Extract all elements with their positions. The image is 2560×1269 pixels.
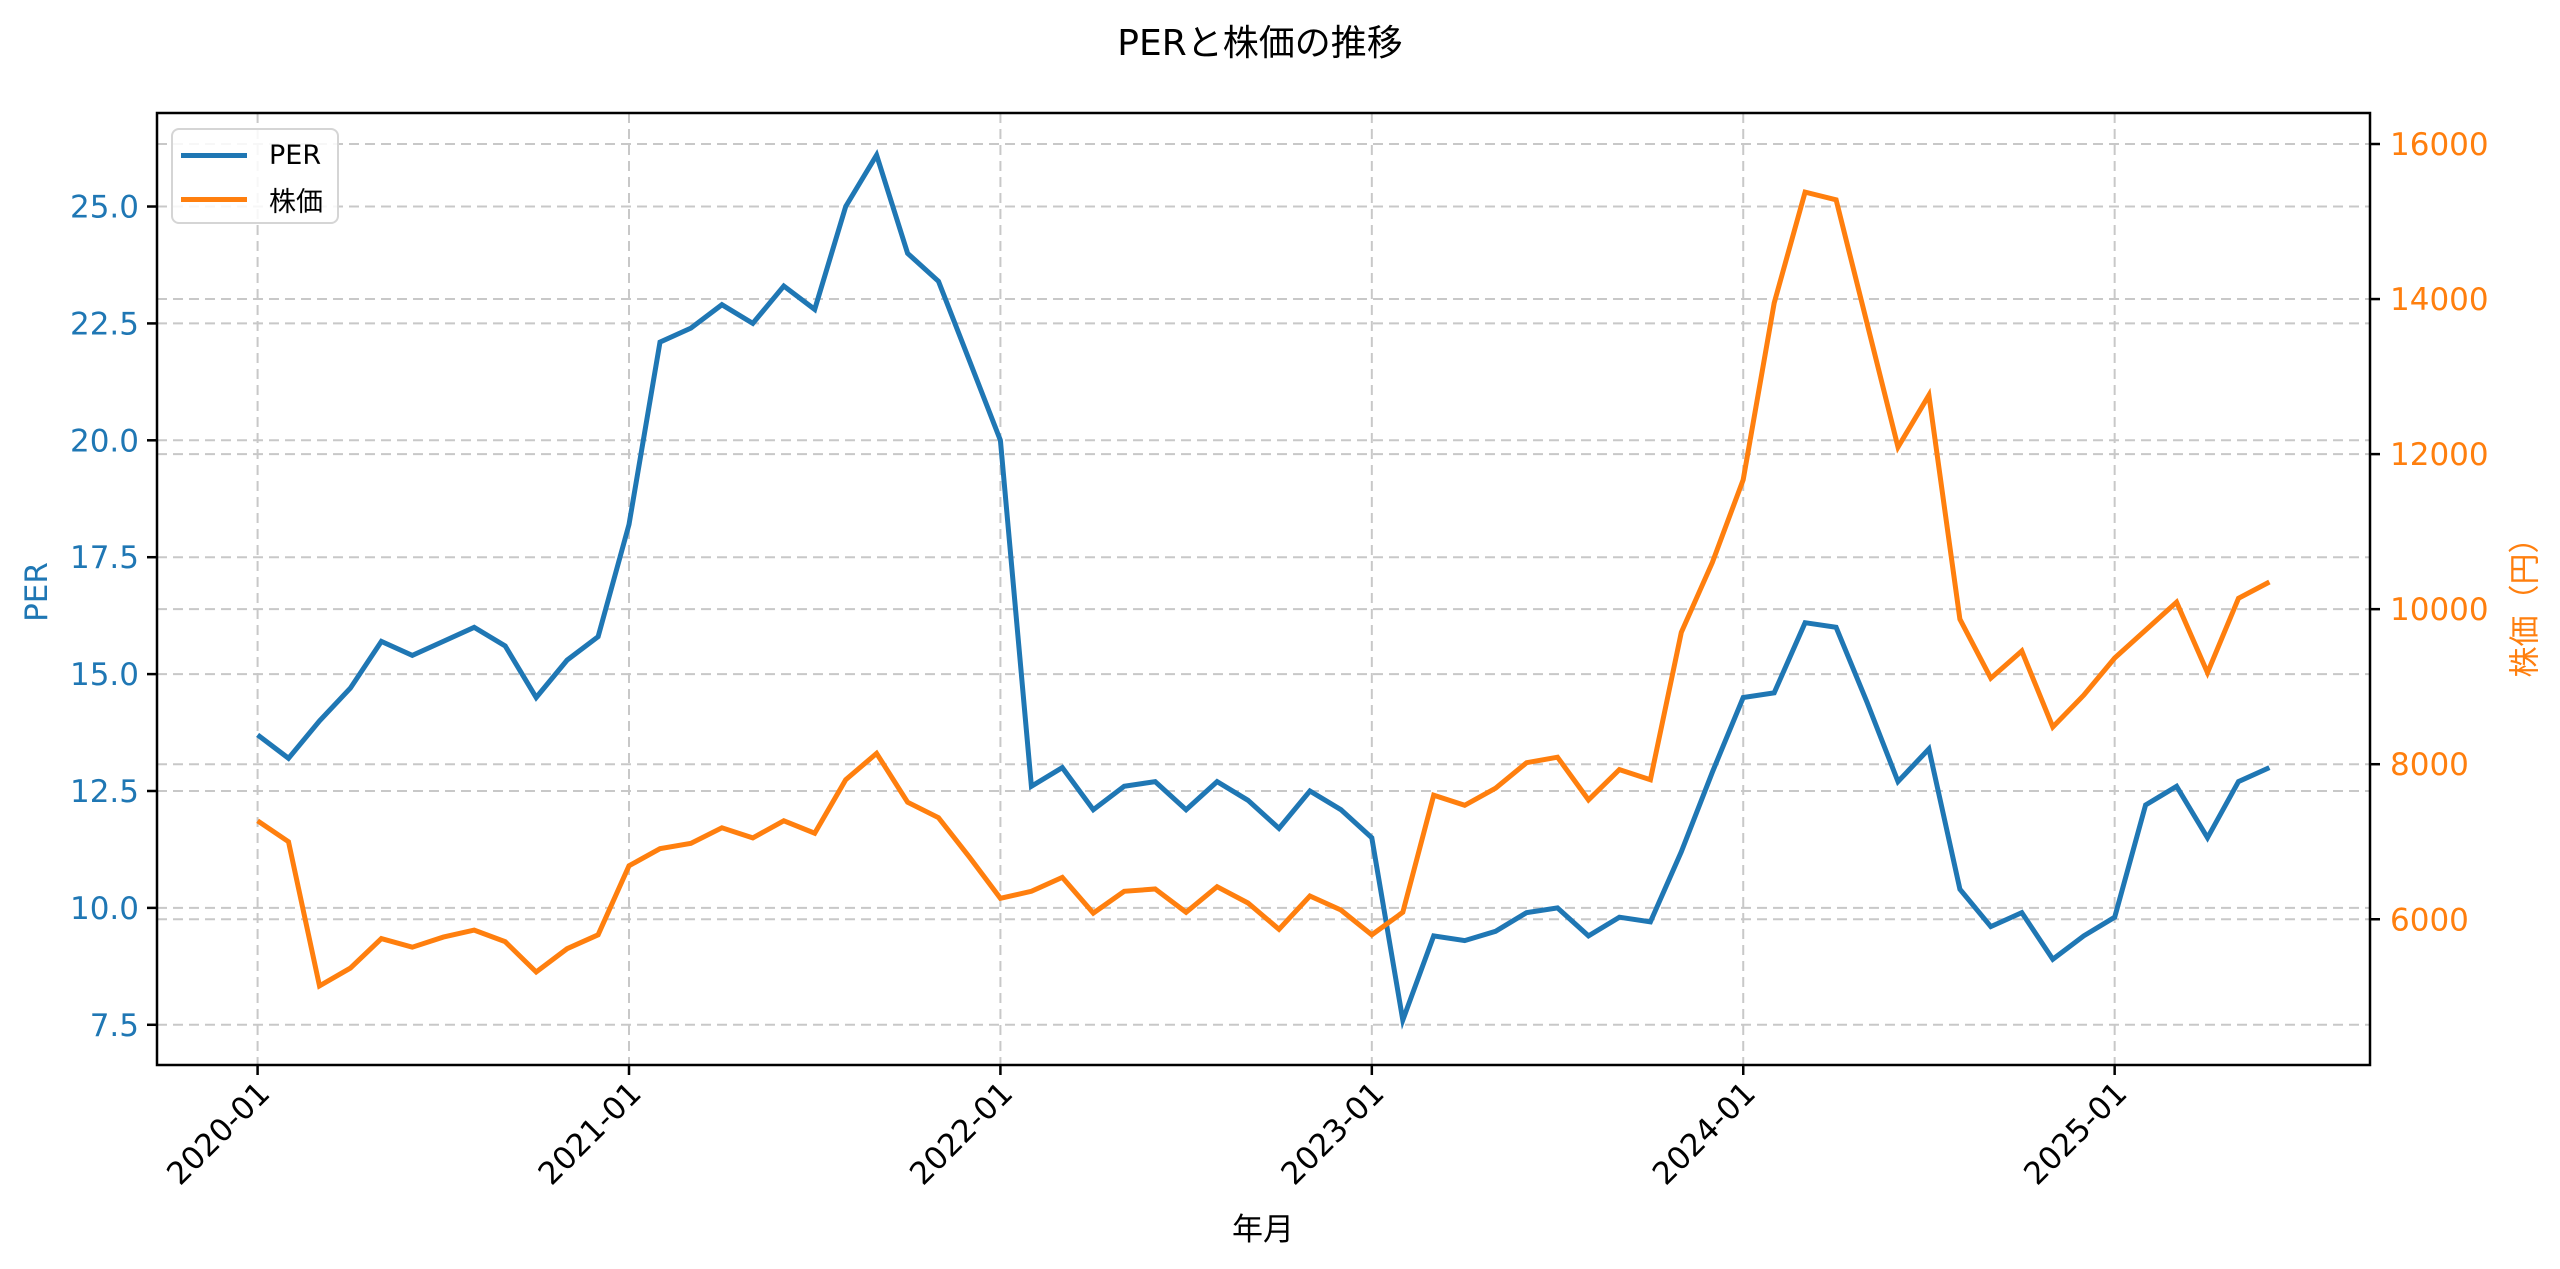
price-line-swatch-icon bbox=[181, 196, 247, 202]
legend-item-price: 株価 bbox=[181, 179, 323, 219]
legend-label-per: PER bbox=[269, 139, 322, 171]
price-line bbox=[256, 189, 2271, 990]
grid-lines bbox=[157, 113, 2370, 1065]
right-tick-label: 10000 bbox=[2390, 592, 2489, 628]
plot-frame bbox=[155, 111, 2372, 1067]
chart-title: PERと株価の推移 bbox=[1117, 23, 1403, 64]
left-tick-label: 10.0 bbox=[70, 891, 139, 927]
left-y-axis-label: PER bbox=[19, 562, 55, 622]
right-axis-ticks: 6000 8000 10000 12000 14000 16000 bbox=[2370, 127, 2489, 938]
left-tick-label: 12.5 bbox=[70, 774, 139, 810]
x-tick-label: 2022-01 bbox=[903, 1075, 1020, 1192]
x-tick-label: 2024-01 bbox=[1646, 1075, 1763, 1192]
left-axis-ticks: 7.5 10.0 12.5 15.0 17.5 20.0 22.5 25.0 bbox=[70, 190, 157, 1044]
legend-item-per: PER bbox=[181, 135, 321, 175]
left-tick-label: 22.5 bbox=[70, 306, 139, 342]
x-axis-label: 年月 bbox=[1232, 1212, 1294, 1248]
right-tick-label: 6000 bbox=[2390, 902, 2469, 938]
right-tick-label: 8000 bbox=[2390, 747, 2469, 783]
right-tick-label: 16000 bbox=[2390, 127, 2489, 163]
left-tick-label: 17.5 bbox=[70, 540, 139, 576]
left-tick-label: 7.5 bbox=[90, 1008, 139, 1044]
x-tick-label: 2023-01 bbox=[1274, 1075, 1391, 1192]
left-tick-label: 25.0 bbox=[70, 190, 139, 226]
x-tick-label: 2025-01 bbox=[2017, 1075, 2134, 1192]
legend-label-price: 株価 bbox=[269, 186, 323, 218]
left-tick-label: 15.0 bbox=[70, 657, 139, 693]
plot-border bbox=[155, 111, 2372, 1067]
data-series bbox=[256, 149, 2271, 1030]
x-tick-label: 2020-01 bbox=[160, 1075, 277, 1192]
right-y-axis-label: 株価（円） bbox=[2507, 522, 2544, 678]
x-axis-ticks: 2020-01 2021-01 2022-01 2023-01 2024-01 2025-… bbox=[160, 1065, 2134, 1192]
x-tick-label: 2021-01 bbox=[532, 1075, 649, 1192]
left-tick-label: 20.0 bbox=[70, 423, 139, 459]
right-tick-label: 12000 bbox=[2390, 437, 2489, 473]
per-line-swatch-icon bbox=[181, 152, 247, 158]
right-tick-label: 14000 bbox=[2390, 282, 2489, 318]
legend: PER 株価 bbox=[171, 128, 339, 224]
per-line bbox=[256, 149, 2271, 1030]
